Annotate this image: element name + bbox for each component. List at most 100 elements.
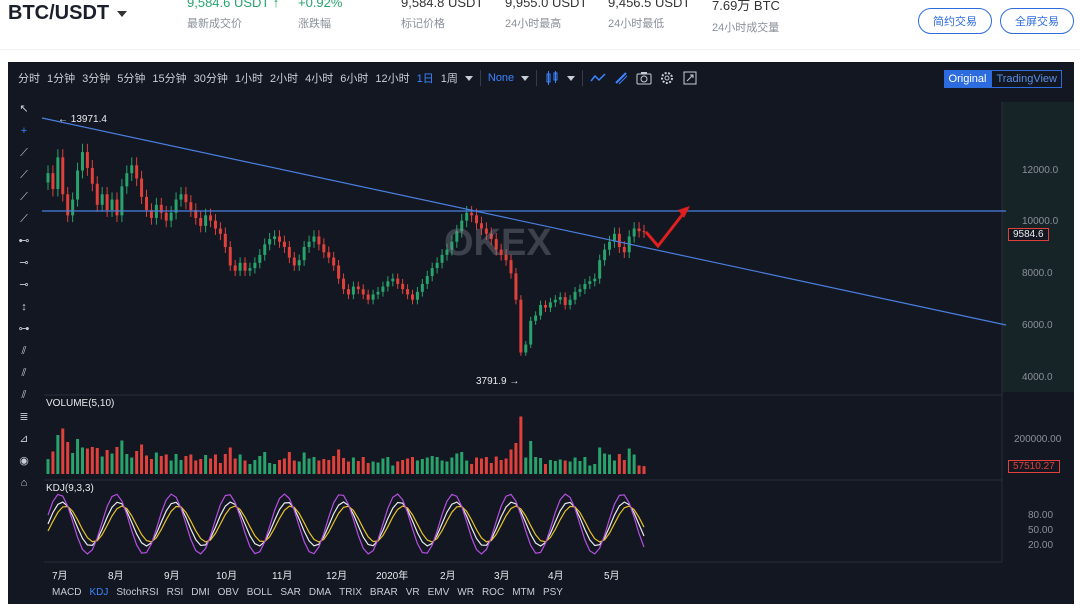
- candle-body: [608, 241, 612, 250]
- indicator-dma[interactable]: DMA: [308, 587, 332, 598]
- arrow-head: [678, 206, 690, 218]
- fib-icon[interactable]: ⫽: [21, 389, 27, 401]
- indicator-mtm[interactable]: MTM: [512, 587, 535, 598]
- line-tool-icon[interactable]: [590, 70, 606, 86]
- extended-line-icon[interactable]: ⟋: [20, 191, 28, 203]
- price-line-icon[interactable]: ⊸: [19, 279, 29, 291]
- candle-body: [455, 231, 459, 242]
- horizontal-ray-icon[interactable]: ⊸: [19, 257, 29, 269]
- indicator-dmi[interactable]: DMI: [191, 587, 210, 598]
- measure-icon[interactable]: ⊿: [19, 433, 29, 445]
- interval-12小时[interactable]: 12小时: [375, 73, 410, 85]
- horizontal-line-icon[interactable]: ⊷: [18, 235, 30, 247]
- indicator-roc[interactable]: ROC: [481, 587, 505, 598]
- interval-2小时[interactable]: 2小时: [270, 73, 299, 85]
- candle-body: [558, 297, 562, 300]
- candle-body: [95, 183, 99, 205]
- interval-15分钟[interactable]: 15分钟: [152, 73, 187, 85]
- volume-bar: [578, 461, 582, 474]
- indicator-psy[interactable]: PSY: [542, 587, 563, 598]
- candle-body: [337, 265, 341, 279]
- divider: [479, 70, 481, 86]
- indicator-stochrsi[interactable]: StochRSI: [116, 587, 159, 598]
- volume-bar: [494, 456, 498, 474]
- stat-label: 24小时最低: [608, 18, 665, 30]
- interval-6小时[interactable]: 6小时: [340, 73, 369, 85]
- interval-30分钟[interactable]: 30分钟: [193, 73, 228, 85]
- interval-分时[interactable]: 分时: [18, 73, 40, 85]
- chevron-down-icon[interactable]: [567, 75, 576, 81]
- candle-body: [130, 165, 134, 174]
- indicator-vr[interactable]: VR: [405, 587, 420, 598]
- fib-retracement-icon[interactable]: ≣: [19, 411, 29, 423]
- trend-line-icon[interactable]: ⟋: [20, 147, 28, 159]
- view-tradingview-button[interactable]: TradingView: [991, 70, 1062, 88]
- candle-body: [317, 236, 321, 245]
- interval-1周[interactable]: 1周: [440, 73, 458, 85]
- interval-3分钟[interactable]: 3分钟: [82, 73, 111, 85]
- volume-bar: [248, 464, 252, 474]
- chevron-down-icon[interactable]: [521, 75, 530, 81]
- price-tick: 10000.0: [1022, 216, 1059, 227]
- volume-bar: [529, 441, 533, 474]
- volume-bar: [120, 440, 124, 474]
- candle-body: [430, 268, 434, 276]
- volume-bar: [465, 460, 469, 474]
- indicator-select[interactable]: None: [487, 72, 515, 84]
- eye-icon[interactable]: ◉: [19, 455, 29, 467]
- indicator-wr[interactable]: WR: [457, 587, 474, 598]
- indicator-emv[interactable]: EMV: [427, 587, 450, 598]
- gann-icon[interactable]: ⫽: [21, 367, 27, 379]
- fullscreen-trade-button[interactable]: 全屏交易: [1000, 8, 1074, 34]
- candle-body: [484, 228, 488, 234]
- parallel-line-icon[interactable]: ⟋: [20, 213, 28, 225]
- trash-icon[interactable]: ⌂: [20, 477, 28, 489]
- stat-24h-high: 9,955.0 USDT 24小时最高: [505, 0, 587, 31]
- cursor-icon[interactable]: ↖: [19, 103, 29, 115]
- fullscreen-icon[interactable]: [682, 70, 698, 86]
- indicator-obv[interactable]: OBV: [217, 587, 239, 598]
- candle-style-icon[interactable]: [544, 70, 560, 86]
- candle-body: [465, 212, 469, 221]
- candle-body: [263, 244, 267, 255]
- indicator-rsi[interactable]: RSI: [166, 587, 184, 598]
- price-chart[interactable]: [8, 62, 1074, 604]
- pitchfork-icon[interactable]: ⫽: [21, 345, 27, 357]
- camera-icon[interactable]: [636, 70, 652, 86]
- ray-icon[interactable]: ⟋: [20, 169, 28, 181]
- stat-value: 9,584.6 USDT ↑: [187, 0, 280, 10]
- view-original-button[interactable]: Original: [943, 70, 992, 88]
- stat-mark-price: 9,584.8 USDT 标记价格: [401, 0, 483, 31]
- volume-title: VOLUME(5,10): [46, 398, 115, 409]
- candle-body: [149, 210, 153, 218]
- pencil-icon[interactable]: [613, 70, 629, 86]
- indicator-macd[interactable]: MACD: [52, 587, 82, 598]
- interval-1小时[interactable]: 1小时: [234, 73, 263, 85]
- simple-trade-button[interactable]: 简约交易: [918, 8, 992, 34]
- volume-bar: [430, 456, 434, 474]
- pair-selector[interactable]: BTC/USDT: [8, 2, 128, 25]
- vertical-line-icon[interactable]: ↕: [21, 301, 27, 313]
- time-tick: 10月: [216, 571, 238, 582]
- candle-body: [622, 247, 626, 253]
- interval-5分钟[interactable]: 5分钟: [117, 73, 146, 85]
- indicator-trix[interactable]: TRIX: [339, 587, 362, 598]
- chevron-down-icon[interactable]: [464, 75, 473, 81]
- candle-body: [420, 283, 424, 292]
- indicator-sar[interactable]: SAR: [280, 587, 301, 598]
- volume-bar: [534, 457, 538, 474]
- indicator-boll[interactable]: BOLL: [246, 587, 273, 598]
- interval-1分钟[interactable]: 1分钟: [47, 73, 76, 85]
- candle-body: [499, 249, 503, 255]
- gear-icon[interactable]: [659, 70, 675, 86]
- candle-body: [479, 223, 483, 229]
- pair-name: BTC/USDT: [8, 2, 110, 24]
- volume-bar: [391, 465, 395, 474]
- crosshair-icon[interactable]: +: [20, 125, 28, 137]
- interval-4小时[interactable]: 4小时: [305, 73, 334, 85]
- interval-1日[interactable]: 1日: [416, 73, 434, 85]
- last-price-tag: 9584.6: [1008, 228, 1049, 241]
- price-channel-icon[interactable]: ⊶: [18, 323, 30, 335]
- indicator-brar[interactable]: BRAR: [369, 587, 398, 598]
- indicator-kdj[interactable]: KDJ: [89, 587, 109, 598]
